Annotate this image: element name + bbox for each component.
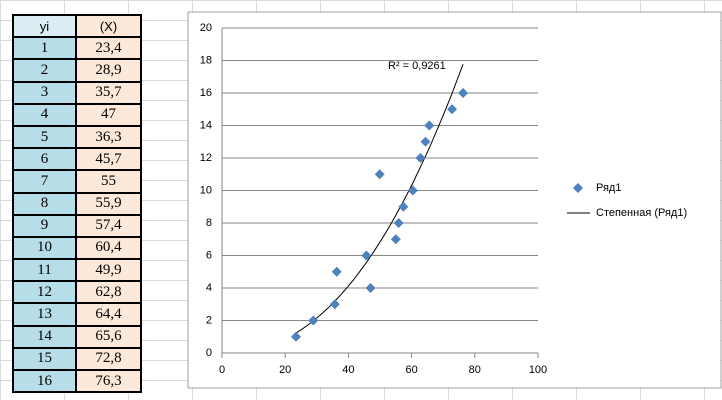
table-row: 8 55,9 — [12, 191, 142, 216]
table-row: 6 45,7 — [12, 147, 142, 172]
table-cell: 7 — [12, 169, 77, 194]
table-cell: 45,7 — [75, 147, 142, 172]
table-cell: 62,8 — [75, 280, 142, 305]
table-cell: 14 — [12, 324, 77, 349]
table-cell: 3 — [12, 80, 77, 105]
table-cell: 23,4 — [75, 36, 142, 61]
table-cell: 55,9 — [75, 191, 142, 216]
table-row: 3 35,7 — [12, 80, 142, 105]
y-tick-label: 4 — [206, 282, 212, 294]
x-tick-label: 0 — [219, 364, 225, 376]
point — [424, 120, 435, 131]
y-tick-label: 2 — [206, 314, 212, 326]
legend-marker — [573, 183, 583, 193]
table-row: 5 36,3 — [12, 124, 142, 150]
point — [361, 250, 372, 261]
y-tick-label: 0 — [206, 347, 212, 359]
table-cell: 47 — [75, 102, 142, 127]
y-tick-label: 20 — [200, 22, 212, 34]
table-cell: 4 — [12, 102, 77, 127]
legend-label: Ряд1 — [596, 182, 621, 194]
table-cell: 5 — [12, 124, 77, 150]
y-tick-label: 14 — [200, 119, 212, 131]
point — [374, 169, 385, 180]
point — [398, 201, 409, 212]
table-row: 16 76,3 — [12, 368, 142, 394]
table-row: 13 64,4 — [12, 302, 142, 327]
point — [365, 283, 376, 293]
point — [390, 234, 401, 245]
table-row: 9 57,4 — [12, 213, 142, 238]
y-tick-label: 8 — [206, 217, 212, 229]
table-row: 14 65,6 — [12, 324, 142, 349]
table-row: 4 47 — [12, 102, 142, 127]
point — [331, 266, 342, 277]
table-cell: 11 — [12, 258, 77, 283]
point — [290, 331, 301, 342]
x-tick-label: 60 — [405, 364, 417, 376]
table-cell: 36,3 — [75, 124, 142, 150]
y-tick-label: 16 — [200, 87, 212, 99]
table-cell: 35,7 — [75, 80, 142, 105]
table-row: yi (X) — [12, 13, 142, 39]
table-row: 10 60,4 — [12, 235, 142, 261]
table-cell: 76,3 — [75, 368, 142, 394]
point — [420, 136, 431, 147]
point — [308, 315, 319, 326]
table-cell: 64,4 — [75, 302, 142, 327]
table-cell: 1 — [12, 36, 77, 61]
table-cell: 57,4 — [75, 213, 142, 238]
legend-label: Степенная (Ряд1) — [596, 207, 687, 219]
trendline — [295, 64, 464, 334]
table-row: 7 55 — [12, 169, 142, 194]
data-table: yi (X) 1 23,4 2 28,9 3 35,7 4 47 5 36,3 6 45,7 7 55 8 55,… — [12, 13, 142, 394]
point — [407, 185, 418, 196]
point — [415, 153, 426, 163]
table-row: 1 23,4 — [12, 36, 142, 61]
table-cell: 15 — [12, 346, 77, 372]
table-row: 2 28,9 — [12, 58, 142, 83]
x-tick-label: 80 — [469, 364, 481, 376]
annotation: R² = 0,9261 — [388, 60, 446, 72]
point — [329, 299, 340, 310]
table-cell: 13 — [12, 302, 77, 327]
y-tick-label: 6 — [206, 249, 212, 261]
table-cell: 6 — [12, 147, 77, 172]
table-cell: 72,8 — [75, 346, 142, 372]
table-cell: yi — [12, 13, 77, 39]
table-cell: 12 — [12, 280, 77, 305]
y-tick-label: 18 — [200, 54, 212, 66]
table-row: 15 72,8 — [12, 346, 142, 372]
chart-area — [187, 11, 722, 389]
point — [393, 218, 404, 228]
table-cell: 16 — [12, 368, 77, 394]
table-cell: 8 — [12, 191, 77, 216]
table-cell: 10 — [12, 235, 77, 261]
x-tick-label: 20 — [279, 364, 291, 376]
table-row: 11 49,9 — [12, 258, 142, 283]
table-cell: 65,6 — [75, 324, 142, 349]
point — [447, 104, 458, 115]
table-row: 12 62,8 — [12, 280, 142, 305]
x-tick-label: 40 — [342, 364, 354, 376]
table-cell: 49,9 — [75, 258, 142, 283]
table-cell: 2 — [12, 58, 77, 83]
y-tick-label: 12 — [200, 152, 212, 164]
table-cell: 55 — [75, 169, 142, 194]
table-cell: 28,9 — [75, 58, 142, 83]
table-cell: 60,4 — [75, 235, 142, 261]
table-cell: (X) — [75, 13, 142, 39]
x-tick-label: 100 — [529, 364, 547, 376]
y-tick-label: 10 — [200, 184, 212, 196]
table-cell: 9 — [12, 213, 77, 238]
point — [458, 88, 469, 98]
